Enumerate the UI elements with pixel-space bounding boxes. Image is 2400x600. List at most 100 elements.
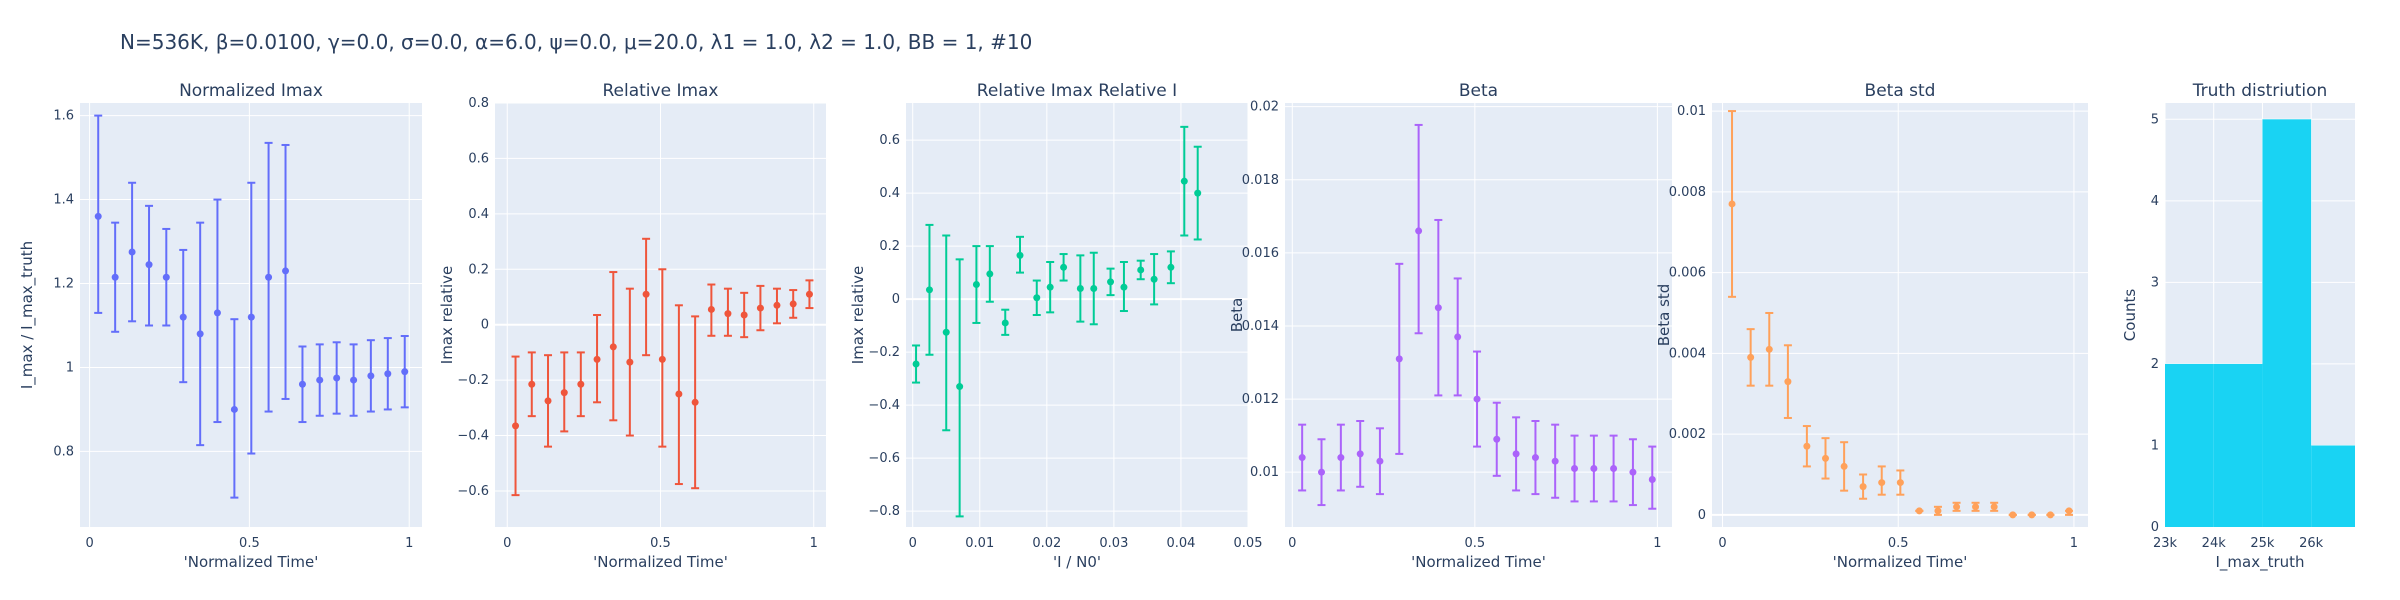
- y-tick-label: 1.6: [53, 109, 74, 124]
- y-tick-label: 0.6: [879, 133, 900, 148]
- x-tick-label: 26k: [2299, 536, 2324, 551]
- y-tick-label: 0.8: [468, 96, 489, 111]
- data-point: [658, 355, 666, 363]
- data-point: [691, 398, 699, 406]
- y-tick-label: 1: [66, 360, 74, 375]
- data-point: [1356, 450, 1364, 458]
- histogram-bar: [2311, 445, 2355, 527]
- beta-title: Beta: [1459, 81, 1498, 101]
- data-point: [1120, 283, 1128, 291]
- data-point: [1840, 462, 1848, 470]
- y-tick-label: 0.2: [879, 239, 900, 254]
- beta-std-y-axis-label: Beta std: [1655, 284, 1673, 347]
- beta-std-marks: [1728, 110, 2074, 519]
- data-point: [560, 389, 568, 397]
- data-point: [1512, 450, 1520, 458]
- y-tick-label: 0.006: [1669, 266, 1706, 281]
- data-point: [1060, 263, 1068, 271]
- relative-imax-relative-i-plot-area: [906, 103, 1248, 527]
- data-point: [1434, 304, 1442, 312]
- x-tick-label: 0: [1288, 536, 1296, 551]
- x-tick-label: 1: [405, 536, 413, 551]
- data-point: [350, 376, 358, 384]
- x-tick-label: 0.5: [239, 536, 260, 551]
- y-tick-label: 0.012: [1242, 392, 1279, 407]
- y-tick-label: 0.018: [1242, 173, 1279, 188]
- x-tick-label: 23k: [2153, 536, 2178, 551]
- y-tick-label: −0.2: [457, 373, 489, 388]
- y-tick-label: 0.4: [468, 207, 489, 222]
- data-point: [2009, 511, 2017, 519]
- data-point: [1376, 457, 1384, 465]
- data-point: [789, 300, 797, 308]
- y-tick-label: 0.008: [1669, 185, 1706, 200]
- data-point: [1859, 483, 1867, 491]
- y-tick-label: 0.8: [53, 444, 74, 459]
- y-tick-label: −0.6: [457, 484, 489, 499]
- data-point: [196, 330, 204, 338]
- data-point: [1747, 353, 1755, 361]
- relative-imax-relative-i-marks: [912, 125, 1202, 518]
- beta-plot-area: [1285, 103, 1672, 527]
- data-point: [724, 310, 732, 318]
- data-point: [162, 273, 170, 281]
- data-point: [773, 301, 781, 309]
- data-point: [1915, 507, 1923, 515]
- x-tick-label: 0: [85, 536, 93, 551]
- panel-relative-imax-relative-i: 0 0.01 0.02 0.03 0.04 0.05 −0.8 −0.6 −0.4 −0.2 0 0.…: [849, 81, 1262, 571]
- x-tick-label: 0.5: [650, 536, 671, 551]
- y-tick-label: 4: [2151, 194, 2159, 209]
- histogram-bar: [2262, 119, 2312, 527]
- truth-distriution-x-axis-label: I_max_truth: [2215, 553, 2304, 572]
- beta-marks: [1298, 123, 1657, 510]
- y-tick-label: 0.004: [1669, 346, 1706, 361]
- data-point: [1473, 395, 1481, 403]
- data-point: [642, 290, 650, 298]
- beta-std-title: Beta std: [1865, 81, 1936, 101]
- data-point: [707, 305, 715, 313]
- y-tick-label: 0.4: [879, 186, 900, 201]
- data-point: [1298, 454, 1306, 462]
- data-point: [1107, 278, 1115, 286]
- data-point: [942, 328, 950, 336]
- data-point: [1046, 283, 1054, 291]
- y-tick-label: 2: [2151, 357, 2159, 372]
- y-tick-label: −0.4: [457, 429, 489, 444]
- x-tick-label: 25k: [2250, 536, 2275, 551]
- data-point: [298, 380, 306, 388]
- y-tick-label: 0.01: [1677, 104, 1706, 119]
- panel-normalized-imax: 0 0.5 1 0.8 1 1.2 1.4 1.6 Normalized Imax 'Normal…: [18, 81, 422, 571]
- figure-title: N=536K, β=0.0100, γ=0.0, σ=0.0, α=6.0, ψ…: [120, 30, 1033, 54]
- normalized-imax-title: Normalized Imax: [179, 81, 323, 101]
- x-tick-label: 0: [1718, 536, 1726, 551]
- y-tick-label: 0.2: [468, 262, 489, 277]
- data-point: [544, 397, 552, 405]
- truth-distriution-y-axis-label: Counts: [2121, 289, 2139, 342]
- relative-imax-relative-i-x-axis-label: 'I / N0': [1053, 553, 1101, 571]
- normalized-imax-x-axis-label: 'Normalized Time': [184, 553, 319, 571]
- data-point: [1090, 285, 1098, 292]
- data-point: [1972, 503, 1980, 511]
- data-point: [2046, 511, 2054, 519]
- data-point: [805, 290, 813, 298]
- data-point: [1415, 227, 1423, 235]
- x-tick-label: 1: [810, 536, 818, 551]
- y-tick-label: 0: [2151, 520, 2159, 535]
- data-point: [1648, 475, 1656, 483]
- data-point: [1318, 468, 1326, 476]
- beta-std-plot-area: [1712, 103, 2088, 527]
- data-point: [1194, 189, 1202, 197]
- normalized-imax-marks: [94, 114, 409, 499]
- data-point: [1395, 355, 1403, 363]
- data-point: [1150, 275, 1158, 283]
- y-tick-label: 0.014: [1242, 319, 1279, 334]
- data-point: [213, 309, 221, 317]
- data-point: [145, 261, 153, 269]
- data-point: [401, 368, 409, 376]
- x-tick-label: 0.01: [965, 536, 994, 551]
- x-tick-label: 0.5: [1888, 536, 1909, 551]
- y-tick-label: 3: [2151, 275, 2159, 290]
- x-tick-label: 0: [503, 536, 511, 551]
- x-tick-label: 0.05: [1234, 536, 1263, 551]
- data-point: [1878, 479, 1886, 487]
